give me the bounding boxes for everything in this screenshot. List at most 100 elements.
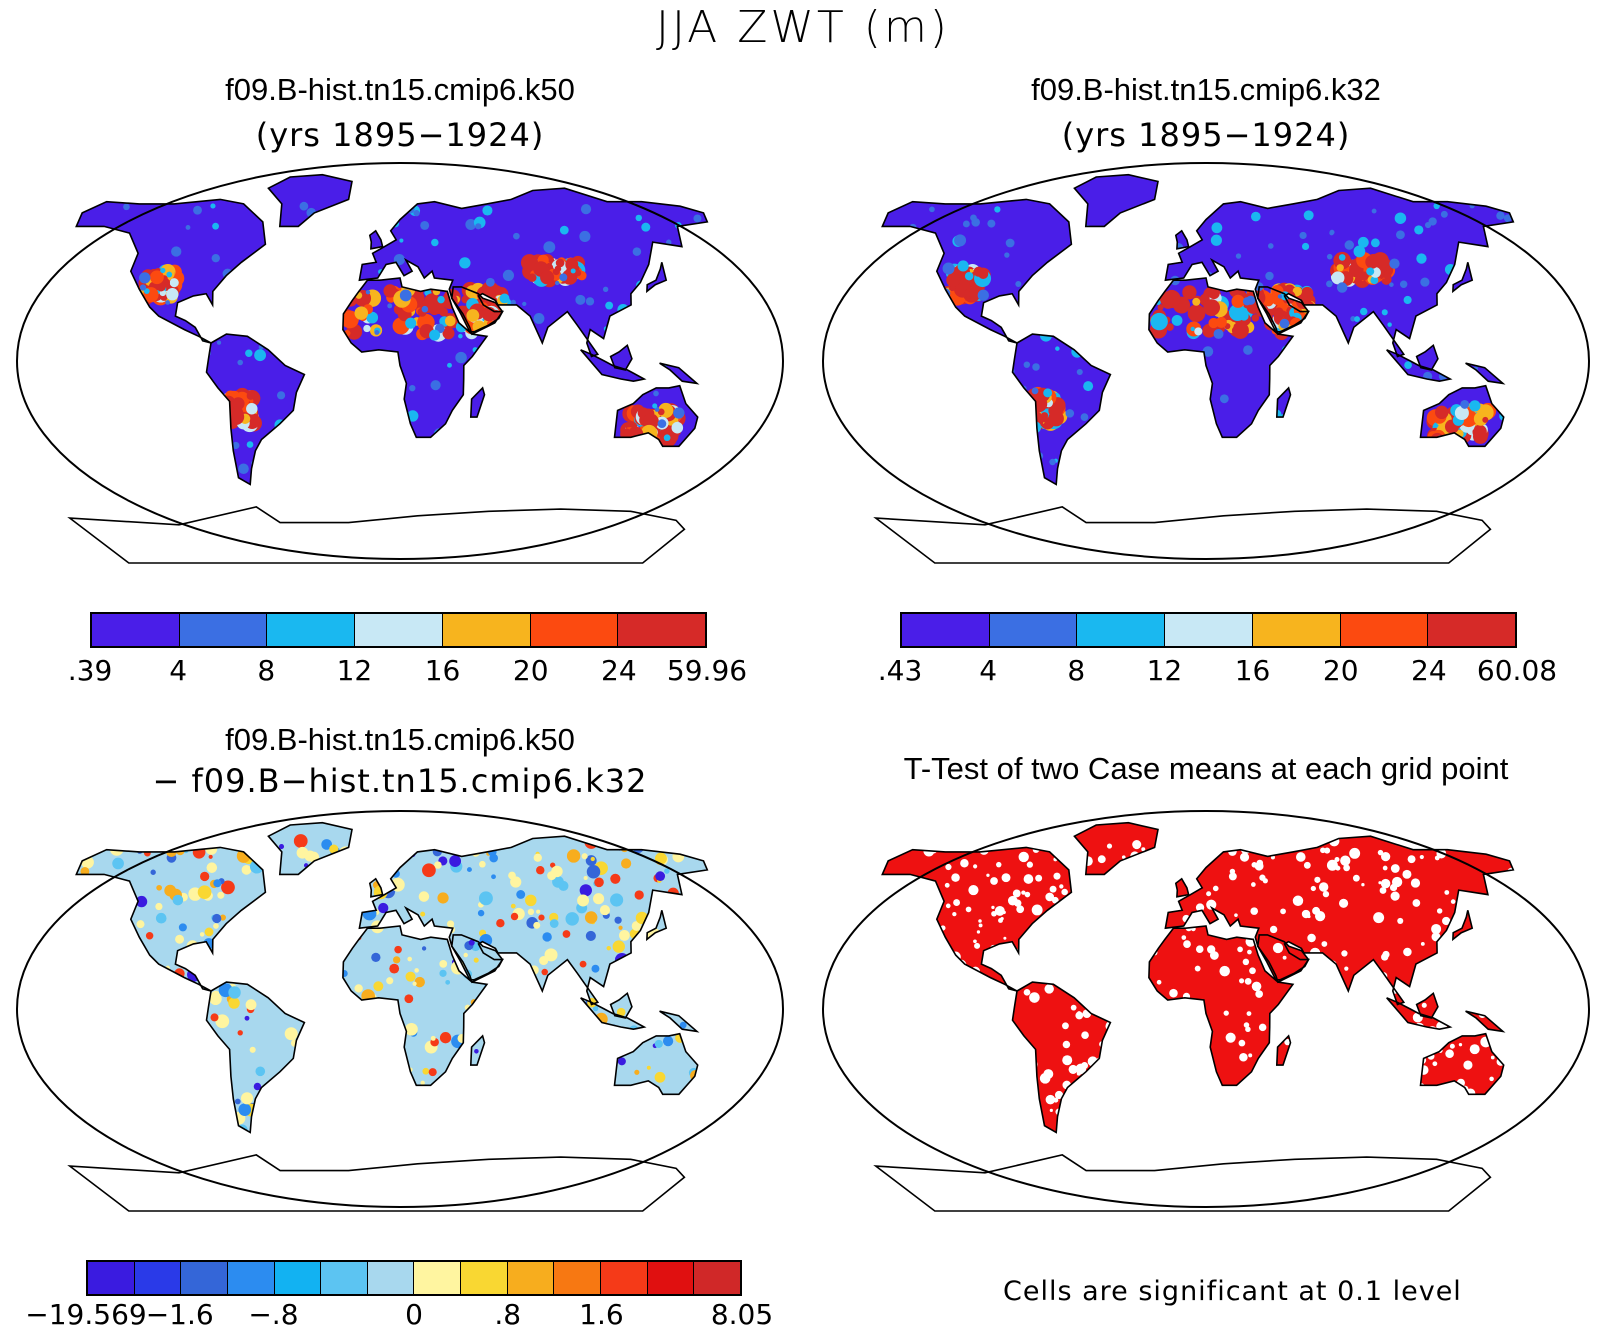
- field-cell: [16, 445, 21, 450]
- field-cell: [344, 860, 352, 867]
- field-cell: [111, 1018, 126, 1032]
- field-cell: [533, 453, 542, 463]
- field-cell: [217, 340, 222, 345]
- field-cell: [1295, 852, 1306, 862]
- field-cell: [1469, 1044, 1480, 1055]
- field-cell: [967, 456, 974, 462]
- field-cell: [579, 230, 591, 243]
- field-cell: [938, 1010, 949, 1020]
- field-cell: [1156, 911, 1167, 922]
- field-cell: [944, 368, 949, 373]
- field-cell: [91, 1043, 98, 1051]
- field-cell: [269, 1105, 281, 1118]
- field-cell: [882, 424, 889, 432]
- field-cell: [904, 325, 917, 338]
- field-cell: [1264, 451, 1269, 457]
- field-cell: [1354, 316, 1360, 322]
- field-cell: [908, 836, 918, 846]
- field-cell: [611, 1104, 623, 1115]
- field-cell: [166, 288, 179, 301]
- coastline: [267, 173, 353, 228]
- field-cell: [1134, 391, 1144, 401]
- field-cell: [346, 438, 356, 448]
- coastline: [450, 934, 504, 981]
- field-cell: [1166, 1054, 1174, 1062]
- colorbar-tick-label: .8: [494, 1298, 522, 1331]
- field-cell: [524, 1044, 535, 1055]
- field-cell: [1066, 256, 1078, 268]
- field-cell: [865, 990, 875, 1000]
- field-cell: [1043, 388, 1053, 398]
- field-cell: [533, 313, 545, 324]
- field-cell: [446, 920, 455, 928]
- field-cell: [696, 970, 706, 980]
- field-cell: [747, 302, 758, 313]
- field-cell: [544, 948, 558, 962]
- field-cell: [1540, 1000, 1546, 1006]
- field-cell: [1007, 354, 1012, 359]
- field-cell: [523, 387, 529, 393]
- panel2-title: f09.B-hist.tn15.cmip6.k32: [1031, 72, 1381, 107]
- field-cell: [347, 1107, 353, 1114]
- field-cell: [1289, 1123, 1295, 1129]
- field-cell: [747, 1050, 758, 1061]
- field-cell: [222, 934, 227, 940]
- field-cell: [1530, 1003, 1540, 1013]
- field-cell: [207, 1071, 216, 1080]
- field-cell: [45, 968, 49, 972]
- field-cell: [1242, 297, 1252, 306]
- field-cell: [321, 344, 331, 354]
- field-cell: [1237, 946, 1243, 953]
- field-cell: [430, 380, 441, 391]
- field-cell: [172, 894, 184, 906]
- field-cell: [1343, 864, 1350, 872]
- field-cell: [393, 254, 405, 266]
- field-cell: [527, 1116, 535, 1123]
- field-cell: [1029, 421, 1042, 434]
- field-cell: [1021, 890, 1026, 895]
- field-cell: [1104, 988, 1111, 995]
- field-cell: [29, 1021, 41, 1033]
- field-cell: [150, 869, 156, 875]
- field-cell: [1231, 321, 1249, 339]
- field-cell: [1224, 445, 1230, 451]
- field-cell: [839, 383, 851, 395]
- colorbar-k32: [900, 612, 1517, 648]
- field-cell: [1303, 210, 1314, 221]
- field-cell: [305, 1019, 317, 1030]
- field-cell: [1007, 315, 1015, 323]
- field-cell: [1308, 1093, 1314, 1098]
- field-cell: [322, 923, 336, 938]
- field-cell: [442, 467, 453, 478]
- field-cell: [893, 969, 897, 974]
- field-cell: [1251, 314, 1260, 322]
- field-cell: [69, 973, 78, 985]
- field-cell: [291, 1092, 298, 1100]
- field-cell: [405, 971, 416, 982]
- field-cell: [664, 868, 670, 874]
- field-cell: [267, 292, 275, 300]
- field-cell: [819, 1063, 825, 1069]
- coastline: [646, 262, 668, 294]
- field-cell: [1371, 1058, 1377, 1064]
- field-cell: [508, 971, 520, 983]
- field-cell: [1282, 955, 1287, 960]
- field-cell: [911, 1002, 922, 1012]
- colorbar-swatch: [442, 614, 531, 646]
- field-cell: [929, 206, 935, 213]
- field-cell: [1085, 903, 1092, 910]
- field-cell: [1444, 890, 1450, 895]
- field-cell: [354, 306, 369, 320]
- field-cell: [296, 1069, 309, 1081]
- field-cell: [478, 891, 493, 906]
- field-cell: [1062, 256, 1069, 263]
- colorbar-swatch: [601, 1262, 648, 1294]
- field-cell: [1080, 413, 1089, 422]
- field-cell: [195, 1002, 205, 1013]
- field-cell: [377, 1045, 390, 1058]
- field-cell: [1026, 861, 1034, 868]
- field-cell: [593, 893, 605, 905]
- panel3-title: f09.B-hist.tn15.cmip6.k50: [225, 722, 575, 757]
- colorbar-tick-label: −1.6: [145, 1298, 214, 1331]
- field-cell: [315, 1044, 324, 1053]
